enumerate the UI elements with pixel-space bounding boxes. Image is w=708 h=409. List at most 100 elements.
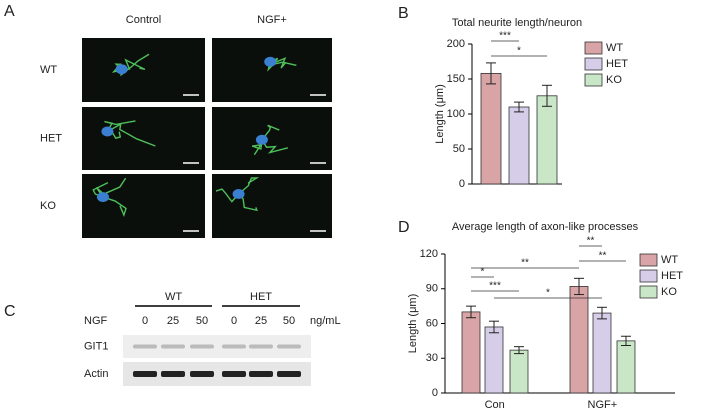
- dose-label: 0: [142, 315, 148, 327]
- error-bar: [621, 335, 631, 347]
- x-tick-label: Con: [485, 399, 505, 409]
- soma: [255, 134, 268, 145]
- micrograph: [212, 174, 332, 238]
- dose-label: 50: [283, 315, 295, 327]
- group-label: HET: [250, 291, 272, 303]
- soma: [232, 189, 245, 200]
- legend-label: HET: [661, 270, 683, 282]
- micrograph: [212, 107, 332, 170]
- legend-label: HET: [606, 58, 628, 70]
- band-label: Actin: [84, 368, 108, 380]
- soma: [101, 126, 114, 137]
- significance-label: **: [587, 236, 595, 247]
- error-bar: [489, 320, 499, 334]
- band: [133, 371, 157, 377]
- soma: [115, 64, 128, 75]
- dose-label: 50: [196, 315, 208, 327]
- neurite: [104, 120, 136, 132]
- bar: [592, 312, 612, 394]
- significance-label: ***: [489, 281, 501, 292]
- error-bar: [514, 346, 524, 355]
- error-bar: [486, 62, 496, 85]
- micrograph: [212, 38, 332, 102]
- y-tick-label: 0: [432, 387, 438, 399]
- band: [277, 344, 301, 349]
- dose-label: 25: [255, 315, 267, 327]
- significance-label: *: [546, 288, 550, 299]
- legend-swatch: [639, 285, 658, 299]
- y-axis-label: Length (μm): [434, 84, 446, 144]
- panel-label: B: [398, 5, 409, 22]
- band: [249, 371, 273, 377]
- significance-label: **: [599, 251, 607, 262]
- row-label: WT: [40, 64, 57, 76]
- significance-label: *: [517, 46, 521, 57]
- y-tick-label: 150: [447, 73, 465, 85]
- panel-label: D: [398, 219, 410, 236]
- chart-title: Total neurite length/neuron: [452, 17, 582, 29]
- bar: [480, 73, 502, 185]
- neurite: [261, 139, 289, 154]
- error-bar: [466, 305, 476, 319]
- bar: [536, 95, 558, 185]
- dose-label: 25: [167, 315, 179, 327]
- micrograph: [82, 174, 205, 238]
- chart-title: Average length of axon-like processes: [452, 221, 639, 233]
- significance-label: **: [521, 258, 529, 269]
- column-label: NGF+: [257, 14, 287, 26]
- band: [190, 371, 214, 377]
- legend-label: KO: [661, 286, 677, 298]
- panel-label: C: [4, 303, 16, 320]
- legend-label: KO: [606, 74, 622, 86]
- micrograph: [82, 38, 205, 102]
- soma: [96, 192, 109, 203]
- band: [249, 344, 273, 349]
- legend-swatch: [639, 253, 658, 267]
- band: [161, 371, 185, 377]
- band: [133, 344, 157, 349]
- legend-swatch: [584, 73, 603, 87]
- unit-label: ng/mL: [310, 315, 341, 327]
- x-tick-label: NGF+: [588, 399, 618, 409]
- error-bar: [597, 306, 607, 320]
- neurite: [261, 124, 280, 141]
- legend-label: WT: [606, 42, 623, 54]
- band: [222, 371, 246, 377]
- bar: [509, 349, 529, 394]
- y-tick-label: 100: [447, 108, 465, 120]
- dose-label: 0: [231, 315, 237, 327]
- neurite: [102, 196, 127, 218]
- bar: [508, 106, 530, 185]
- soma: [264, 56, 277, 67]
- legend-swatch: [639, 269, 658, 283]
- micrograph: [82, 107, 205, 170]
- neurite: [238, 177, 260, 195]
- legend-swatch: [584, 57, 603, 71]
- y-tick-label: 200: [447, 38, 465, 50]
- y-tick-label: 30: [426, 352, 438, 364]
- y-tick-label: 50: [453, 143, 465, 155]
- bar: [569, 286, 589, 394]
- bar: [461, 311, 481, 394]
- y-axis-label: Length (μm): [407, 294, 419, 354]
- error-bar: [574, 277, 584, 296]
- neurite: [107, 122, 156, 147]
- group-label: WT: [165, 291, 182, 303]
- band-label: GIT1: [84, 340, 108, 352]
- legend-label: WT: [661, 254, 678, 266]
- bar: [616, 340, 636, 394]
- y-tick-label: 120: [420, 248, 438, 260]
- neurite: [215, 188, 240, 203]
- panel-label: A: [4, 3, 15, 20]
- band: [190, 344, 214, 349]
- treatment-label: NGF: [84, 315, 108, 327]
- column-label: Control: [126, 14, 161, 26]
- y-tick-label: 90: [426, 283, 438, 295]
- y-tick-label: 60: [426, 317, 438, 329]
- neurite: [251, 139, 263, 156]
- band: [222, 344, 246, 349]
- row-label: KO: [40, 200, 56, 212]
- band: [277, 371, 301, 377]
- error-bar: [514, 101, 524, 113]
